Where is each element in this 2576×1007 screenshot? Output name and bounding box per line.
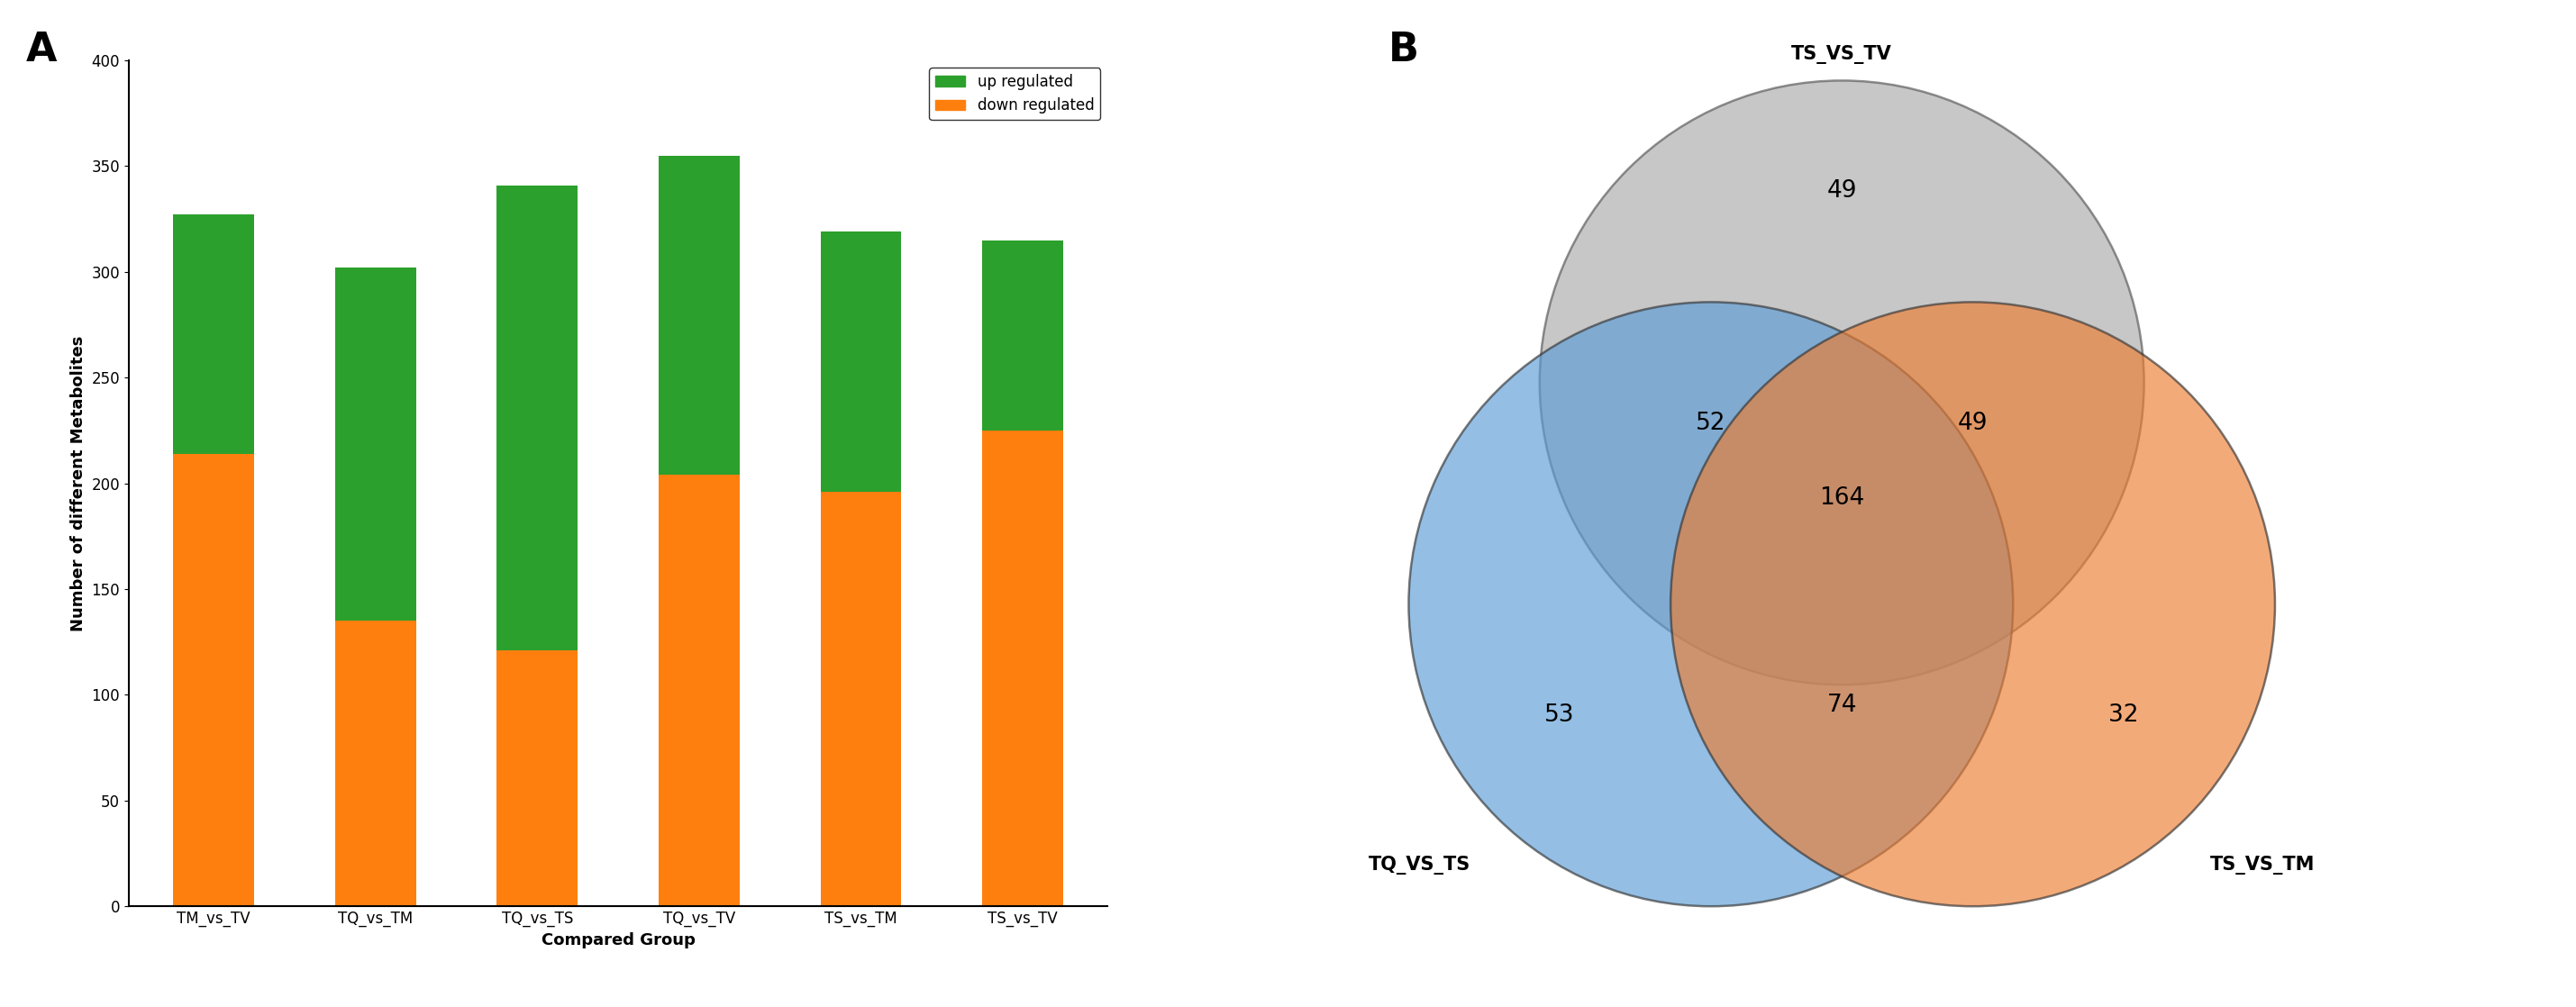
Bar — [335, 620, 415, 906]
Text: 52: 52 — [1695, 411, 1726, 435]
Bar — [659, 156, 739, 475]
Ellipse shape — [1540, 81, 2143, 685]
Bar — [497, 185, 577, 651]
Bar — [981, 431, 1064, 906]
Text: TS_VS_TV: TS_VS_TV — [1790, 45, 1893, 64]
Bar — [497, 651, 577, 906]
Legend: up regulated, down regulated: up regulated, down regulated — [930, 67, 1100, 120]
Text: TQ_VS_TS: TQ_VS_TS — [1368, 856, 1471, 875]
Ellipse shape — [1672, 302, 2275, 906]
Text: TS_VS_TM: TS_VS_TM — [2210, 856, 2316, 875]
X-axis label: Compared Group: Compared Group — [541, 931, 696, 949]
Text: 164: 164 — [1819, 486, 1865, 511]
Bar — [822, 491, 902, 906]
Text: 32: 32 — [2110, 703, 2138, 727]
Y-axis label: Number of different Metabolites: Number of different Metabolites — [70, 335, 88, 631]
Bar — [659, 475, 739, 906]
Text: 53: 53 — [1546, 703, 1574, 727]
Bar — [335, 268, 415, 620]
Ellipse shape — [1409, 302, 2012, 906]
Text: 49: 49 — [1826, 179, 1857, 203]
Bar — [981, 240, 1064, 431]
Bar — [173, 454, 255, 906]
Text: A: A — [26, 30, 57, 68]
Bar — [173, 214, 255, 454]
Text: B: B — [1388, 30, 1419, 68]
Text: 74: 74 — [1826, 693, 1857, 717]
Bar — [822, 232, 902, 491]
Text: 49: 49 — [1958, 411, 1989, 435]
